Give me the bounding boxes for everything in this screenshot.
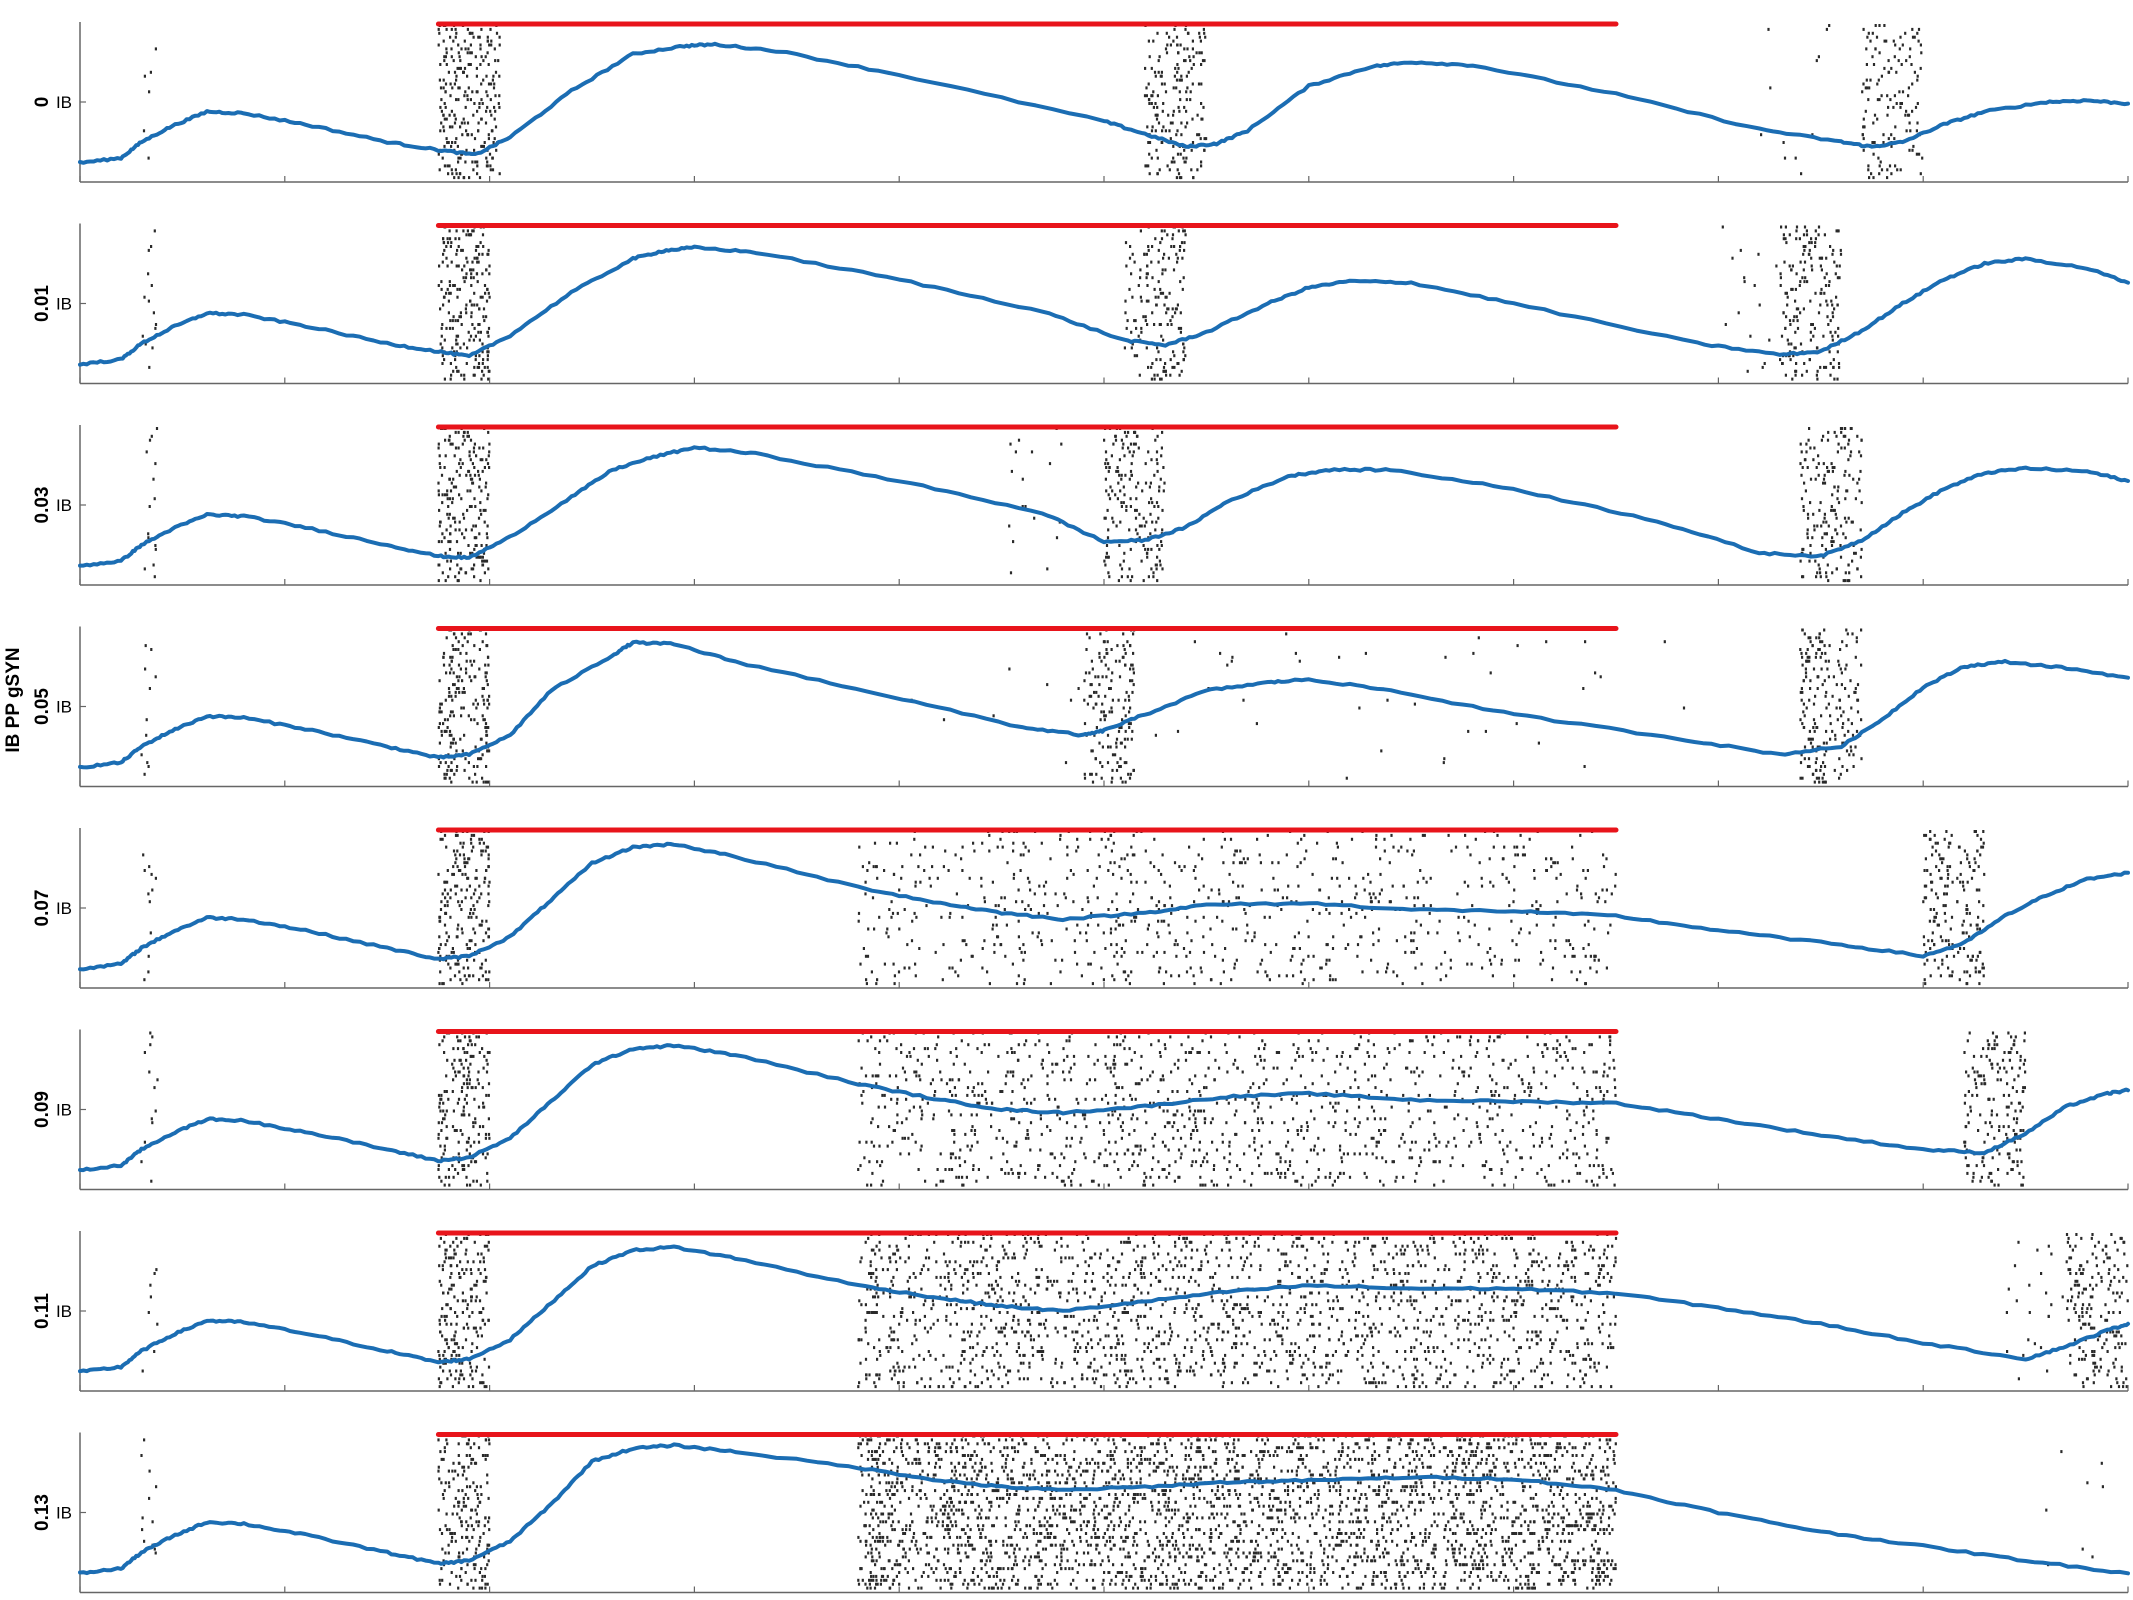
panel: IB0.07 bbox=[32, 827, 2130, 989]
panel-ytick-label: IB bbox=[56, 899, 72, 918]
panel: IB0.01 bbox=[32, 223, 2130, 385]
spike-raster bbox=[140, 1031, 2027, 1187]
panel: IB0.03 bbox=[32, 424, 2130, 586]
panel: IB0 bbox=[32, 21, 2130, 183]
panel-value-label: 0.01 bbox=[32, 285, 53, 322]
spike-raster bbox=[141, 225, 1843, 381]
voltage-trace bbox=[78, 445, 2130, 568]
panels-layer: IB0IB0.01IB0.03IB0.05IB0.07IB0.09IB0.11I… bbox=[32, 21, 2130, 1594]
panel-ytick-label: IB bbox=[56, 698, 72, 717]
voltage-trace bbox=[78, 244, 2130, 367]
panel-value-label: 0 bbox=[32, 97, 53, 108]
panel: IB0.05 bbox=[32, 626, 2130, 788]
panel-value-label: 0.03 bbox=[32, 487, 53, 524]
panel-ytick-label: IB bbox=[56, 93, 72, 112]
panel-value-label: 0.05 bbox=[32, 688, 53, 725]
voltage-trace bbox=[78, 41, 2130, 165]
spike-raster bbox=[142, 24, 1924, 180]
spike-raster bbox=[140, 628, 1863, 784]
voltage-trace bbox=[78, 841, 2130, 972]
voltage-trace bbox=[78, 639, 2130, 770]
panel: IB0.09 bbox=[32, 1029, 2130, 1191]
spike-raster bbox=[142, 830, 1986, 986]
panel-value-label: 0.07 bbox=[32, 890, 53, 927]
spike-raster bbox=[143, 427, 1863, 583]
panel-ytick-label: IB bbox=[56, 295, 72, 314]
panel-ytick-label: IB bbox=[56, 496, 72, 515]
